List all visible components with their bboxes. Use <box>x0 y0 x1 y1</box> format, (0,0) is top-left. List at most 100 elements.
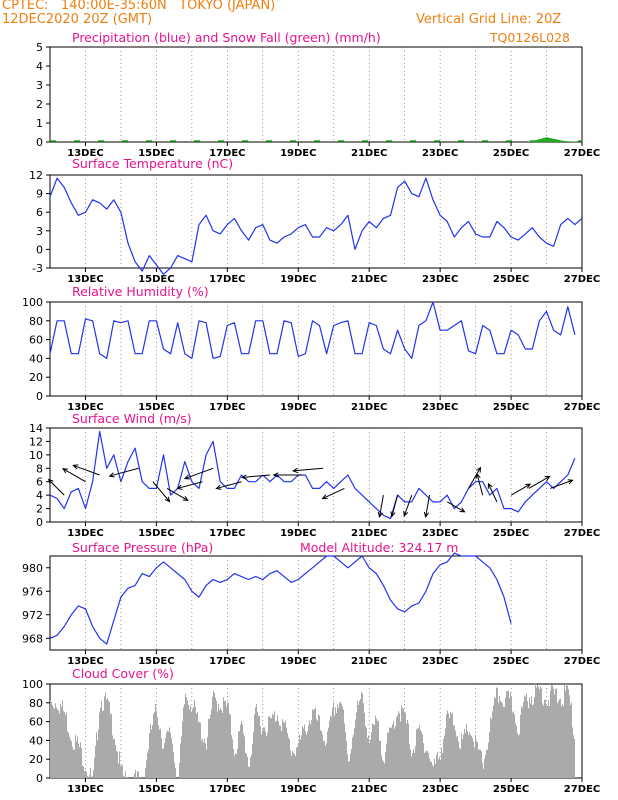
cloud-bar <box>382 759 383 778</box>
cloud-bar <box>122 764 123 778</box>
cloud-bar <box>191 711 192 778</box>
precip-x-tick-label: 17DEC <box>209 148 245 159</box>
wind-arrow <box>152 481 170 502</box>
cloud-bar <box>485 755 486 778</box>
cloud-bar <box>360 698 361 778</box>
cloud-bar <box>456 736 457 778</box>
cloud-bar <box>116 750 117 778</box>
wind-arrow-head <box>476 466 482 473</box>
precip-x-tick-label: 23DEC <box>422 148 458 159</box>
cloud-bar <box>523 702 524 778</box>
cloud-bar <box>147 752 148 778</box>
cloud-bar <box>559 699 560 778</box>
wind-arrow <box>468 467 481 489</box>
cloud-bar <box>193 706 194 778</box>
cloud-bar <box>150 723 151 778</box>
cloud-bar <box>423 743 424 778</box>
rh-x-tick-label: 17DEC <box>209 402 245 413</box>
cloud-bar <box>228 703 229 778</box>
cloud-bar <box>414 752 415 778</box>
cloud-bar <box>87 776 88 778</box>
cloud-bar <box>474 747 475 778</box>
cloud-y-tick-label: 20 <box>29 753 43 766</box>
cloud-bar <box>274 711 275 778</box>
cloud-y-tick-label: 0 <box>36 772 43 785</box>
cloud-bar <box>80 742 81 778</box>
cloud-bar <box>282 719 283 778</box>
cloud-bar <box>407 719 408 778</box>
cloud-bar <box>207 736 208 778</box>
wind-arrow-head <box>108 472 115 478</box>
wind-y-tick-label: 10 <box>29 449 43 462</box>
cloud-bar <box>511 696 512 778</box>
cloud-bar <box>337 704 338 778</box>
cloud-bar <box>210 714 211 778</box>
cloud-bar <box>386 743 387 778</box>
cloud-bar <box>458 741 459 778</box>
rh-x-tick-label: 19DEC <box>280 402 316 413</box>
wind-arrow-head <box>403 510 409 517</box>
cloud-bar <box>163 748 164 778</box>
cloud-bar <box>441 747 442 778</box>
cloud-bar <box>148 749 149 778</box>
cloud-bar <box>247 756 248 778</box>
cloud-bar <box>544 699 545 778</box>
wind-arrow <box>446 501 465 513</box>
cloud-bar <box>519 734 520 778</box>
wind-y-tick-label: 8 <box>36 462 43 475</box>
cloud-bar <box>230 714 231 778</box>
cloud-bar <box>203 742 204 778</box>
cloud-bar <box>187 700 188 778</box>
cloud-bar <box>430 761 431 778</box>
cloud-y-tick-label: 60 <box>29 716 43 729</box>
cloud-bar <box>540 686 541 778</box>
cloud-x-tick-label: 17DEC <box>209 784 245 795</box>
rh-y-tick-label: 0 <box>36 390 43 403</box>
cloud-bar <box>234 755 235 778</box>
cloud-bar <box>95 746 96 778</box>
cloud-bar <box>438 759 439 778</box>
cloud-bar <box>90 767 91 778</box>
cloud-bar <box>222 712 223 778</box>
cloud-bar <box>270 717 271 778</box>
cloud-bar <box>56 707 57 778</box>
rh-title: Relative Humidity (%) <box>72 284 209 299</box>
precip-y-tick-label: 0 <box>36 136 43 149</box>
cloud-bar <box>118 763 119 778</box>
cloud-bar <box>355 719 356 778</box>
cloud-bar <box>149 733 150 778</box>
cloud-bar <box>411 756 412 778</box>
wind-arrow <box>216 481 242 489</box>
cloud-bar <box>388 732 389 778</box>
cloud-bar <box>487 749 488 778</box>
rh-x-tick-label: 13DEC <box>67 402 103 413</box>
cloud-bar <box>55 703 56 778</box>
temp-x-tick-label: 21DEC <box>351 274 387 285</box>
pres-x-tick-label: 23DEC <box>422 656 458 667</box>
wind-y-tick-label: 0 <box>36 516 43 529</box>
cloud-bar <box>497 687 498 778</box>
pres-series-line <box>49 552 512 645</box>
cloud-bar <box>295 755 296 778</box>
cloud-bar <box>288 737 289 778</box>
rh-y-tick-label: 40 <box>29 352 43 365</box>
cloud-bar <box>239 731 240 778</box>
cloud-bar <box>151 729 152 778</box>
cloud-bar <box>281 731 282 778</box>
wind-x-tick-label: 15DEC <box>138 528 174 539</box>
cloud-bar <box>50 700 51 778</box>
cloud-bar <box>66 712 67 778</box>
cloud-bar <box>446 714 447 778</box>
cloud-bar <box>467 731 468 778</box>
cloud-bar <box>574 739 575 778</box>
rh-y-tick-label: 80 <box>29 315 43 328</box>
cloud-bar <box>309 720 310 778</box>
cloud-bar <box>232 739 233 778</box>
cloud-bar <box>92 776 93 778</box>
cloud-bar <box>171 738 172 778</box>
cloud-bar <box>82 765 83 778</box>
precip-x-tick-label: 25DEC <box>493 148 529 159</box>
cloud-bar <box>214 692 215 778</box>
cloud-bar <box>426 750 427 778</box>
pres-y-tick-label: 976 <box>22 585 43 598</box>
